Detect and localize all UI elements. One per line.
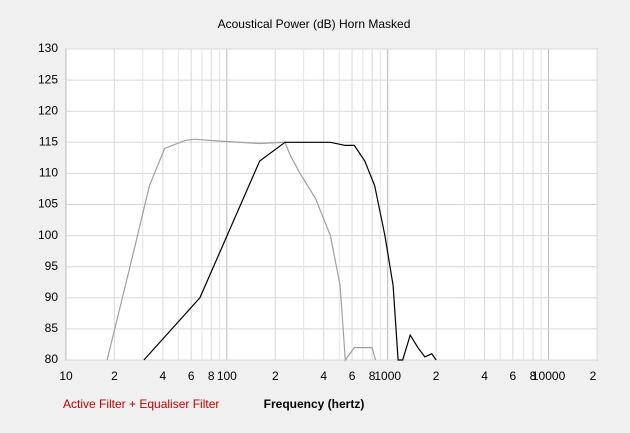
x-tick-label: 4 bbox=[481, 369, 488, 383]
series-line bbox=[143, 141, 437, 361]
y-tick-label: 105 bbox=[38, 197, 58, 211]
y-tick-label: 80 bbox=[45, 352, 59, 366]
x-tick-label: 8 bbox=[369, 369, 376, 383]
x-tick-label: 6 bbox=[349, 369, 356, 383]
x-tick-label: 8 bbox=[530, 369, 537, 383]
x-tick-label: 4 bbox=[320, 369, 327, 383]
y-tick-label: 85 bbox=[45, 321, 59, 335]
chart-title: Acoustical Power (dB) Horn Masked bbox=[218, 17, 411, 31]
y-tick-label: 130 bbox=[38, 41, 58, 55]
x-tick-label: 4 bbox=[160, 369, 167, 383]
y-tick-label: 100 bbox=[38, 228, 58, 242]
x-tick-label: 100 bbox=[217, 369, 237, 383]
series-line bbox=[106, 138, 377, 362]
x-axis-label: Frequency (hertz) bbox=[264, 397, 365, 411]
y-tick-label: 90 bbox=[45, 290, 59, 304]
y-tick-label: 110 bbox=[39, 166, 58, 180]
y-tick-label: 95 bbox=[45, 259, 59, 273]
x-tick-label: 10 bbox=[59, 369, 73, 383]
x-tick-label: 2 bbox=[272, 369, 279, 383]
x-tick-label: 2 bbox=[111, 369, 118, 383]
y-tick-label: 115 bbox=[39, 134, 58, 148]
x-tick-label: 2 bbox=[433, 369, 440, 383]
x-tick-label: 6 bbox=[510, 369, 517, 383]
x-tick-label: 1000 bbox=[374, 369, 401, 383]
filter-note: Active Filter + Equaliser Filter bbox=[63, 397, 219, 411]
x-tick-label: 2 bbox=[590, 369, 597, 383]
y-tick-label: 125 bbox=[38, 72, 58, 86]
x-tick-label: 6 bbox=[188, 369, 195, 383]
x-tick-label: 8 bbox=[208, 369, 215, 383]
x-tick-label: 10000 bbox=[532, 369, 566, 383]
y-tick-label: 120 bbox=[38, 103, 58, 117]
